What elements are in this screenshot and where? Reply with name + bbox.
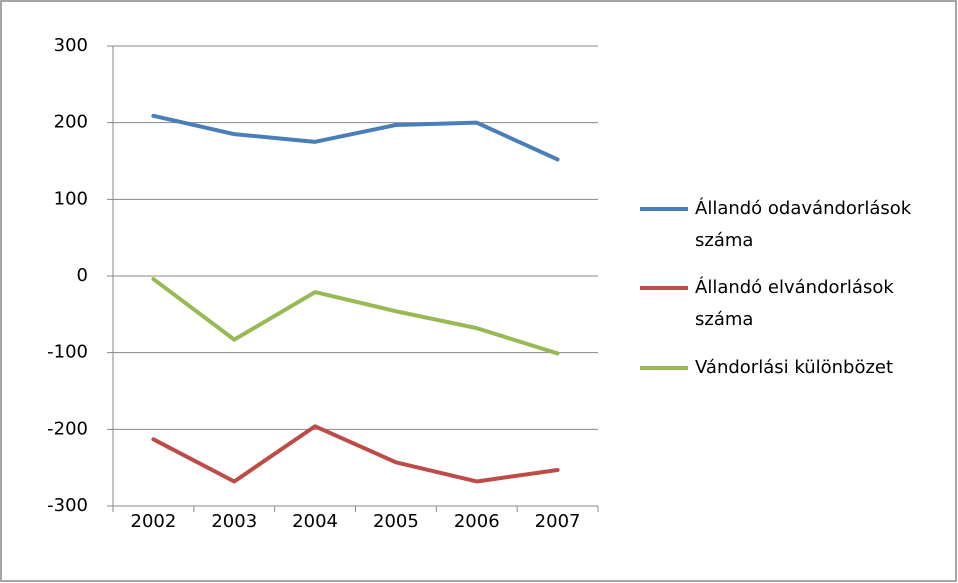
x-tick-label: 2002	[131, 511, 177, 532]
y-tick-label: -100	[47, 342, 88, 363]
x-tick-label: 2003	[211, 511, 257, 532]
x-tick-label: 2007	[535, 511, 581, 532]
y-tick-label: 200	[54, 112, 88, 133]
series-line	[151, 277, 560, 356]
y-tick-label: -300	[47, 495, 88, 516]
y-tick-label: 0	[77, 265, 88, 286]
series-line	[151, 424, 560, 484]
legend-label: Vándorlási különbözet	[695, 357, 894, 378]
x-tick-label: 2005	[373, 511, 419, 532]
legend-label: Állandó elvándorlások száma	[695, 277, 894, 330]
series-line	[151, 113, 560, 162]
legend-label: Állandó odavándorlások száma	[695, 198, 912, 251]
y-tick-label: 100	[54, 188, 88, 209]
x-tick-label: 2004	[292, 511, 338, 532]
y-tick-label: -200	[47, 418, 88, 439]
y-tick-label: 300	[54, 35, 88, 56]
x-tick-label: 2006	[454, 511, 500, 532]
